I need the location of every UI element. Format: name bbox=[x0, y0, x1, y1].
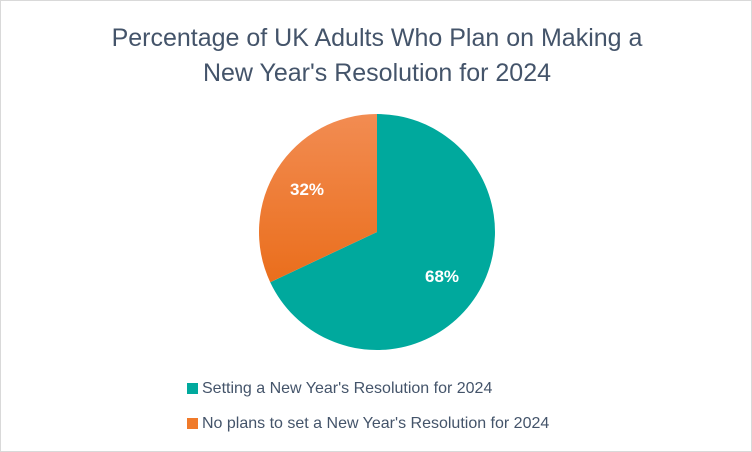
legend-item-no-plans: No plans to set a New Year's Resolution … bbox=[187, 412, 549, 435]
slice-label-68: 68% bbox=[425, 267, 459, 286]
chart-title: Percentage of UK Adults Who Plan on Maki… bbox=[1, 21, 751, 91]
legend-label: Setting a New Year's Resolution for 2024 bbox=[202, 379, 493, 397]
chart-title-line2: New Year's Resolution for 2024 bbox=[202, 59, 552, 87]
legend-swatch-teal bbox=[187, 383, 198, 394]
slice-label-32: 32% bbox=[290, 180, 324, 199]
legend: Setting a New Year's Resolution for 2024… bbox=[187, 377, 549, 447]
chart-title-line1: Percentage of UK Adults Who Plan on Maki… bbox=[111, 24, 643, 52]
legend-label: No plans to set a New Year's Resolution … bbox=[202, 414, 550, 432]
pie-slice-setting bbox=[270, 114, 495, 350]
legend-item-setting: Setting a New Year's Resolution for 2024 bbox=[187, 377, 549, 400]
pie-slice-no-plans bbox=[258, 113, 377, 283]
legend-swatch-orange bbox=[187, 418, 198, 429]
